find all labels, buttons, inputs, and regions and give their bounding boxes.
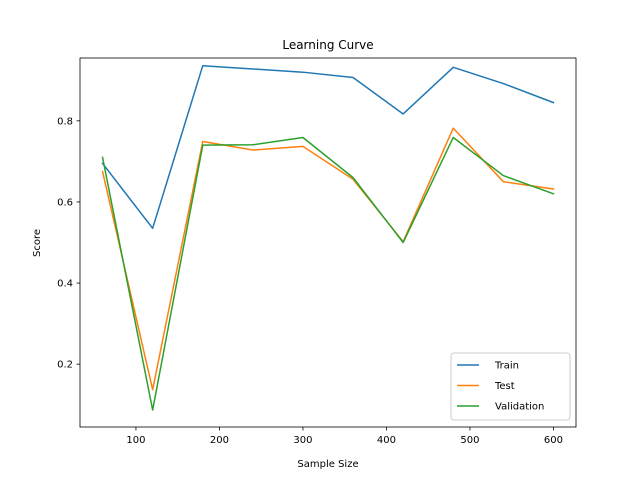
x-tick-label: 200 [210, 435, 229, 446]
legend-label-test: Test [494, 381, 515, 392]
x-tick-label: 600 [544, 435, 563, 446]
chart-title: Learning Curve [282, 38, 373, 52]
x-tick-label: 100 [126, 435, 145, 446]
x-axis-label: Sample Size [297, 459, 358, 470]
axes-frame [79, 57, 577, 428]
legend-label-train: Train [494, 361, 519, 372]
legend-box [450, 352, 571, 421]
y-tick-label: 0.4 [57, 279, 73, 290]
y-tick-label: 0.8 [57, 116, 73, 127]
x-tick-label: 400 [377, 435, 396, 446]
legend: Train Test Validation [450, 352, 571, 421]
plot-area: 100 200 300 400 500 600 0.2 0.4 0.6 0.8 [57, 57, 577, 446]
x-tick-label: 500 [460, 435, 479, 446]
y-axis-label: Score [32, 229, 43, 257]
series-line-test [101, 127, 555, 391]
legend-label-validation: Validation [495, 402, 544, 413]
series-line-validation [101, 136, 555, 411]
y-tick-label: 0.2 [57, 360, 73, 371]
x-tick-label: 300 [293, 435, 312, 446]
y-tick-label: 0.6 [57, 197, 73, 208]
series-line-train [101, 64, 555, 230]
